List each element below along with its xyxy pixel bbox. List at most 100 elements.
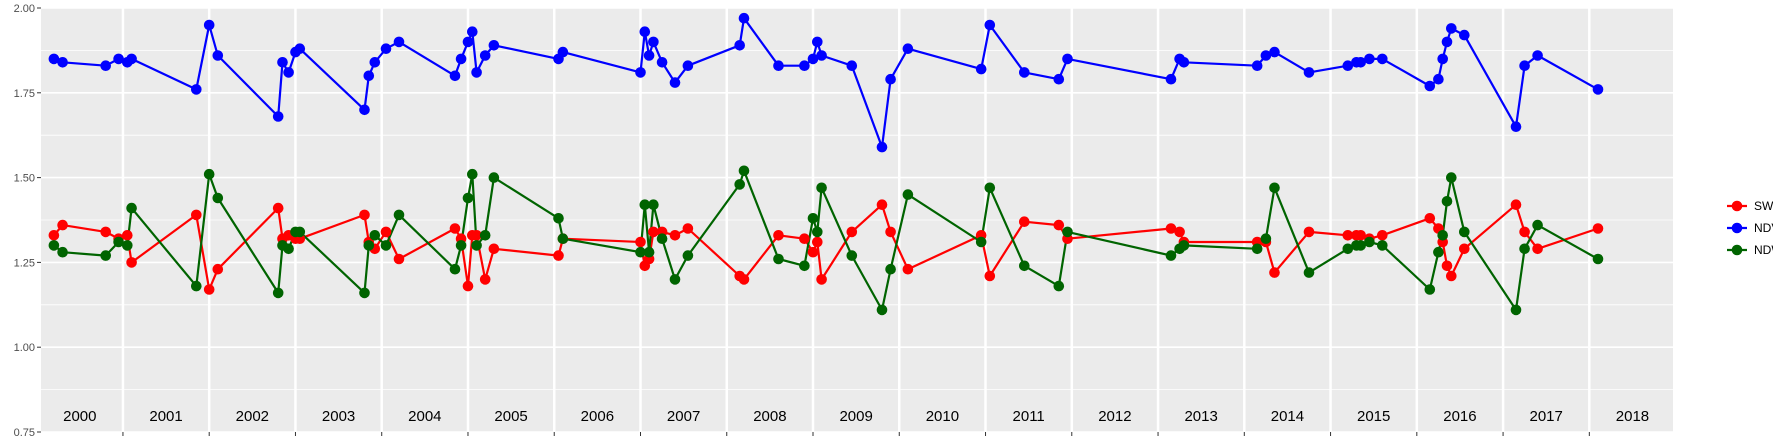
- data-point-ndvi: [807, 53, 819, 65]
- data-point-ndvi: [1303, 67, 1315, 78]
- data-point-ndwi: [1377, 240, 1388, 251]
- data-point-ndwi: [773, 253, 784, 265]
- y-tick-label: 0.75: [14, 427, 35, 439]
- data-point-ndwi: [380, 240, 392, 251]
- data-point-ndwi: [669, 274, 681, 285]
- data-point-swir: [359, 209, 370, 221]
- data-point-ndwi: [734, 179, 745, 190]
- data-point-ndwi: [203, 168, 215, 180]
- series: [48, 12, 1604, 316]
- data-point-ndvi: [1053, 73, 1065, 85]
- axes: 0.75 1.00 1.25 1.50 1.75 2.00 2000 2001 2002 2003…: [14, 3, 1650, 439]
- y-tick-label: 1.00: [14, 342, 35, 354]
- data-point-ndwi: [1459, 226, 1470, 238]
- data-point-ndwi: [57, 246, 68, 258]
- y-tick-label: 2.00: [14, 3, 35, 15]
- legend: SWIR NDVI NDWI: [1727, 199, 1773, 257]
- year-label: 2002: [236, 408, 269, 425]
- data-point-ndvi: [272, 111, 284, 122]
- year-label: 2005: [494, 408, 527, 425]
- data-point-ndwi: [449, 263, 461, 275]
- data-point-ndwi: [1260, 233, 1272, 244]
- data-point-ndwi: [557, 233, 569, 244]
- legend-label-ndvi: NDVI: [1754, 221, 1773, 235]
- data-point-ndvi: [984, 19, 996, 31]
- year-label: 2010: [926, 408, 959, 425]
- data-point-ndwi: [113, 236, 124, 248]
- data-point-ndvi: [113, 53, 124, 65]
- data-point-ndwi: [639, 199, 651, 210]
- data-point-ndwi: [846, 250, 858, 261]
- data-point-swir: [885, 226, 896, 238]
- data-point-ndvi: [380, 43, 392, 54]
- data-point-ndvi: [1441, 36, 1453, 48]
- y-tick-label: 1.50: [14, 173, 35, 185]
- data-point-swir: [669, 230, 681, 241]
- data-point-ndvi: [635, 67, 646, 78]
- data-point-swir: [1019, 216, 1030, 227]
- data-point-ndwi: [363, 240, 375, 251]
- data-point-swir: [1441, 260, 1453, 272]
- data-point-swir: [812, 236, 823, 248]
- data-point-ndwi: [1364, 236, 1375, 248]
- data-point-ndvi: [57, 57, 68, 68]
- data-point-swir: [1053, 219, 1065, 231]
- data-point-ndwi: [100, 250, 111, 261]
- year-label: 2018: [1616, 408, 1649, 425]
- data-point-ndvi: [799, 60, 810, 71]
- y-tick-label: 1.75: [14, 88, 35, 100]
- data-point-ndwi: [479, 230, 491, 241]
- data-point-ndwi: [738, 165, 750, 177]
- data-point-ndvi: [203, 19, 215, 31]
- data-point-ndwi: [191, 280, 202, 292]
- data-point-swir: [203, 284, 215, 295]
- data-point-ndvi: [462, 36, 474, 48]
- data-point-ndvi: [359, 104, 370, 116]
- data-point-ndvi: [1251, 60, 1263, 71]
- data-point-swir: [471, 230, 482, 241]
- legend-label-ndwi: NDWI: [1754, 243, 1773, 257]
- data-point-ndwi: [648, 199, 659, 210]
- data-point-ndwi: [126, 202, 137, 214]
- data-point-ndwi: [1441, 196, 1453, 207]
- data-point-ndvi: [126, 53, 137, 65]
- data-point-swir: [1446, 270, 1457, 282]
- data-point-ndvi: [100, 60, 111, 71]
- data-point-ndvi: [682, 60, 694, 71]
- data-point-ndwi: [553, 213, 564, 224]
- data-point-ndvi: [1019, 67, 1030, 78]
- data-point-swir: [984, 270, 996, 282]
- data-point-ndwi: [984, 182, 996, 194]
- data-point-ndvi: [975, 63, 987, 75]
- year-label: 2006: [581, 408, 614, 425]
- data-point-ndvi: [1446, 23, 1457, 34]
- data-point-ndwi: [294, 226, 306, 238]
- data-point-ndvi: [846, 60, 858, 71]
- data-point-ndvi: [393, 36, 405, 48]
- data-point-ndvi: [471, 67, 482, 78]
- data-point-swir: [380, 226, 392, 238]
- data-point-ndwi: [902, 189, 914, 200]
- data-point-ndwi: [272, 287, 284, 299]
- data-point-ndwi: [1510, 304, 1522, 316]
- data-point-ndvi: [773, 60, 784, 71]
- data-point-ndvi: [48, 53, 60, 65]
- data-point-ndvi: [1437, 53, 1448, 65]
- data-point-ndwi: [1424, 284, 1436, 295]
- year-label: 2015: [1357, 408, 1390, 425]
- data-point-ndwi: [393, 209, 405, 221]
- year-label: 2013: [1184, 408, 1217, 425]
- data-point-ndwi: [1178, 240, 1190, 251]
- data-point-ndwi: [635, 246, 646, 258]
- data-point-ndvi: [902, 43, 914, 54]
- data-point-swir: [553, 250, 564, 261]
- data-point-ndwi: [455, 240, 467, 251]
- data-point-swir: [488, 243, 500, 255]
- data-point-ndwi: [1053, 280, 1065, 292]
- y-tick-label: 1.25: [14, 257, 35, 269]
- data-point-swir: [122, 230, 133, 241]
- data-point-ndvi: [1592, 84, 1604, 95]
- data-point-swir: [1519, 226, 1530, 238]
- data-point-ndvi: [557, 46, 569, 58]
- data-point-ndvi: [738, 12, 750, 24]
